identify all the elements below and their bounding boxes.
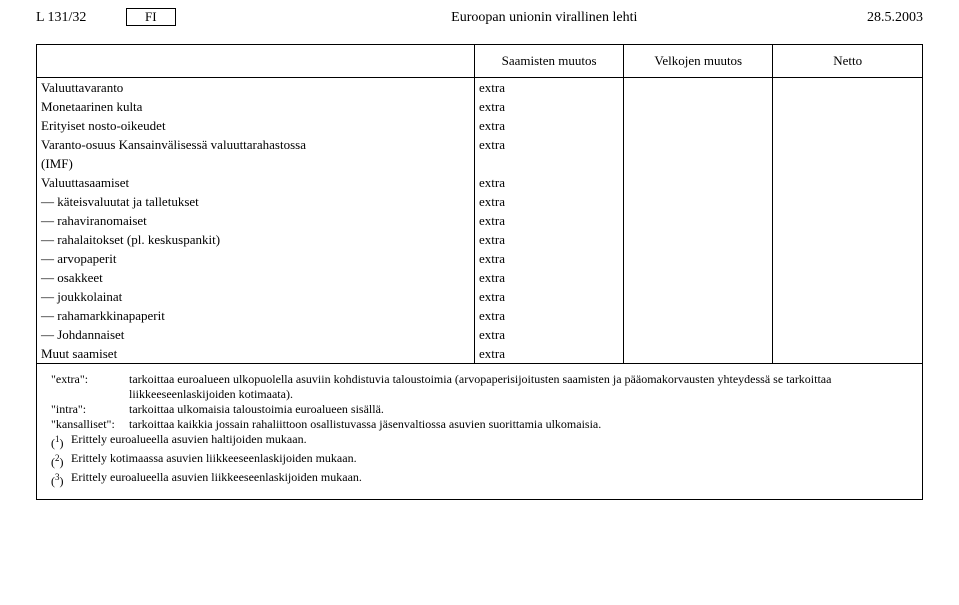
col-label-blank — [37, 45, 475, 78]
fn-key-kansalliset: "kansalliset": — [51, 417, 129, 432]
table-row: Varanto-osuus Kansainvälisessä valuuttar… — [37, 135, 922, 154]
fn-text-3: Erittely euroalueella asuvien liikkeesee… — [71, 470, 362, 489]
row-value: extra — [475, 306, 624, 325]
table-row: joukkolainat extra — [37, 287, 922, 306]
row-value: extra — [475, 230, 624, 249]
row-value: extra — [475, 268, 624, 287]
data-table: Saamisten muutos Velkojen muutos Netto V… — [36, 44, 923, 500]
table-row: Valuuttasaamiset extra — [37, 173, 922, 192]
row-label: osakkeet — [41, 270, 103, 285]
col-saamisten: Saamisten muutos — [475, 45, 624, 78]
row-label: Varanto-osuus Kansainvälisessä valuuttar… — [37, 135, 475, 154]
fn-text-1: Erittely euroalueella asuvien haltijoide… — [71, 432, 307, 451]
table-row: rahaviranomaiset extra — [37, 211, 922, 230]
row-label: Valuuttavaranto — [37, 78, 475, 98]
header-center: Euroopan unionin virallinen lehti — [256, 10, 833, 26]
fn-num-3: (3) — [51, 470, 71, 489]
header-lang: FI — [126, 8, 176, 26]
row-label: Valuuttasaamiset — [37, 173, 475, 192]
row-label: arvopaperit — [41, 251, 116, 266]
row-label: rahamarkkinapaperit — [41, 308, 165, 323]
fn-val-intra: tarkoittaa ulkomaisia taloustoimia euroa… — [129, 402, 908, 417]
footnotes: "extra": tarkoittaa euroalueen ulkopuole… — [37, 363, 922, 499]
row-value: extra — [475, 325, 624, 344]
fn-key-intra: "intra": — [51, 402, 129, 417]
fn-num-1: (1) — [51, 432, 71, 451]
table-row: Erityiset nosto-oikeudet extra — [37, 116, 922, 135]
row-label: (IMF) — [37, 154, 475, 173]
table-row: (IMF) — [37, 154, 922, 173]
table-row: rahalaitokset (pl. keskuspankit) extra — [37, 230, 922, 249]
col-velkojen: Velkojen muutos — [624, 45, 773, 78]
header-left: L 131/32 — [36, 10, 126, 26]
row-value: extra — [475, 211, 624, 230]
table-row: Muut saamiset extra — [37, 344, 922, 363]
table-row: osakkeet extra — [37, 268, 922, 287]
fn-val-extra: tarkoittaa euroalueen ulkopuolella asuvi… — [129, 372, 908, 402]
header-right: 28.5.2003 — [833, 10, 923, 26]
table-row: arvopaperit extra — [37, 249, 922, 268]
row-label: rahalaitokset (pl. keskuspankit) — [41, 232, 220, 247]
table-row: käteisvaluutat ja talletukset extra — [37, 192, 922, 211]
row-value: extra — [475, 344, 624, 363]
row-label: Johdannaiset — [41, 327, 124, 342]
row-value: extra — [475, 97, 624, 116]
row-label: käteisvaluutat ja talletukset — [41, 194, 199, 209]
row-value: extra — [475, 135, 624, 154]
col-netto: Netto — [773, 45, 922, 78]
row-label: Muut saamiset — [37, 344, 475, 363]
fn-key-extra: "extra": — [51, 372, 129, 402]
row-label: Erityiset nosto-oikeudet — [37, 116, 475, 135]
row-value: extra — [475, 116, 624, 135]
page-header: L 131/32 FI Euroopan unionin virallinen … — [36, 8, 923, 26]
row-value: extra — [475, 173, 624, 192]
table-row: rahamarkkinapaperit extra — [37, 306, 922, 325]
table-row: Monetaarinen kulta extra — [37, 97, 922, 116]
row-value: extra — [475, 78, 624, 98]
table-row: Johdannaiset extra — [37, 325, 922, 344]
row-label: rahaviranomaiset — [41, 213, 147, 228]
fn-text-2: Erittely kotimaassa asuvien liikkeeseenl… — [71, 451, 357, 470]
row-label: Monetaarinen kulta — [37, 97, 475, 116]
row-value: extra — [475, 249, 624, 268]
fn-val-kansalliset: tarkoittaa kaikkia jossain rahaliittoon … — [129, 417, 908, 432]
row-value: extra — [475, 192, 624, 211]
fn-num-2: (2) — [51, 451, 71, 470]
row-label: joukkolainat — [41, 289, 122, 304]
row-value: extra — [475, 287, 624, 306]
table-row: Valuuttavaranto extra — [37, 78, 922, 98]
